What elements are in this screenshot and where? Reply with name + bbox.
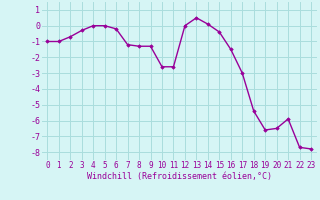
X-axis label: Windchill (Refroidissement éolien,°C): Windchill (Refroidissement éolien,°C) — [87, 172, 272, 181]
